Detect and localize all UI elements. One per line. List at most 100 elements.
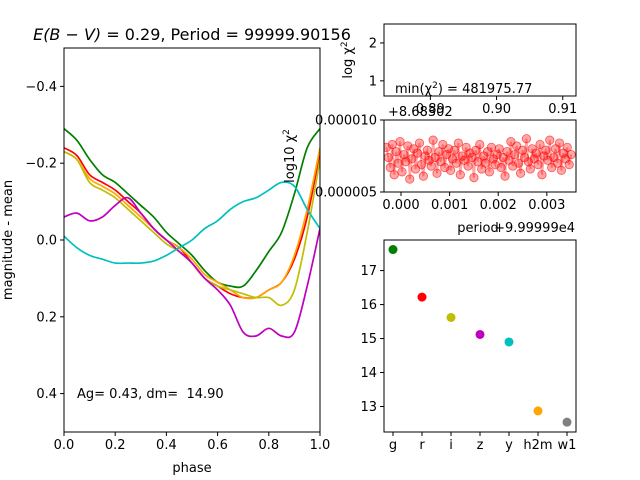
sed-x-tick-label: z (477, 438, 484, 453)
periodogram-point (414, 138, 425, 148)
periodogram-point (475, 139, 485, 150)
chi2-annotation-rest: ) = 481975.77 (438, 82, 533, 97)
periodogram-y-tick-label: 0.000010 (315, 114, 377, 129)
sed-x-tick-label: y (505, 438, 513, 453)
chi2-y-tick-label: 1 (369, 74, 377, 89)
periodogram-x-tick-label: 0.000 (382, 198, 419, 213)
periodogram-point (401, 157, 411, 167)
lightcurve-y-tick-label: 0.4 (36, 387, 57, 402)
periodogram-point (455, 170, 465, 180)
periodogram-point (418, 171, 428, 181)
sed-x-tick-label: g (389, 438, 397, 453)
periodogram-point (440, 162, 450, 173)
chi2-annotation-base: min(χ (395, 82, 433, 97)
lightcurve-x-axis-label: phase (172, 461, 211, 476)
lightcurve-series-line-5 (64, 181, 320, 265)
periodogram-point (484, 167, 495, 177)
periodogram-x-offset-label: +9.99999e4 (494, 221, 575, 236)
chi2-x-tick-label: 0.89 (416, 102, 445, 117)
lightcurve-title-italic: E(B − V) (33, 25, 101, 44)
periodogram-point (426, 161, 436, 171)
periodogram-point (384, 152, 393, 163)
periodogram-point (384, 142, 392, 152)
periodogram-point (515, 168, 526, 178)
lightcurve-title: E(B − V) = 0.29, Period = 99999.90156 (33, 25, 351, 44)
periodogram-point (533, 160, 543, 170)
periodogram-point (554, 138, 565, 148)
periodogram-x-tick-label: 0.002 (480, 198, 517, 213)
sed-point-i (446, 312, 456, 322)
periodogram-point (449, 145, 460, 155)
sed-x-tick-label: w1 (558, 438, 577, 453)
sed-x-tick-label: i (449, 438, 453, 453)
sed-points (388, 245, 572, 427)
sed-ticks: g r i z y h2m w1 13 14 15 16 17 (360, 264, 576, 453)
periodogram-point (469, 173, 479, 183)
lightcurve-y-tick-label: −0.4 (25, 80, 57, 95)
lightcurve-annotation: Ag= 0.43, dm= 14.90 (77, 387, 224, 402)
periodogram-point (566, 149, 576, 160)
periodogram-point (405, 174, 415, 184)
chi2-annotation: min(χ2) = 481975.77 (395, 81, 532, 97)
periodogram-point (407, 154, 417, 164)
periodogram-ticks: 0.000 0.001 0.002 0.003 0.000005 0.000010 (315, 114, 565, 214)
lightcurve-y-tick-label: −0.2 (25, 157, 57, 172)
periodogram-point (473, 157, 483, 167)
periodogram-point (486, 142, 497, 152)
periodogram-point (517, 145, 528, 155)
periodogram-point (399, 149, 409, 160)
periodogram-point (502, 147, 512, 157)
periodogram-point (389, 170, 399, 180)
sed-point-h2m (533, 406, 543, 416)
periodogram-point (385, 162, 395, 173)
periodogram-point (412, 148, 423, 158)
periodogram-x-axis-label: period (457, 221, 498, 236)
periodogram-point (397, 167, 407, 177)
periodogram-y-tick-label: 0.000005 (315, 186, 377, 201)
periodogram-point (416, 160, 427, 170)
chi2-x-tick-label: 0.90 (482, 102, 511, 117)
periodogram-point (432, 168, 442, 178)
lightcurve-x-tick-label: 1.0 (310, 438, 331, 453)
lightcurve-series-line-4 (64, 196, 320, 339)
periodogram-point (422, 145, 432, 155)
periodogram-point (492, 149, 502, 160)
lightcurve-y-axis-label: magnitude - mean (1, 180, 16, 300)
sed-y-tick-label: 13 (360, 400, 377, 415)
periodogram-y-axis-label: log10 χ2 (282, 129, 298, 183)
chi2-y-axis-label-base: log χ (341, 47, 356, 79)
periodogram-point (552, 158, 563, 168)
periodogram-point (510, 149, 520, 160)
sed-point-r (417, 292, 427, 302)
sed-y-tick-label: 16 (360, 298, 377, 313)
periodogram-point (393, 158, 403, 168)
periodogram-y-axis-label-base: log10 χ (283, 134, 298, 182)
sed-point-z (475, 329, 485, 339)
sed-point-y (504, 337, 514, 347)
periodogram-panel: 0.000 0.001 0.002 0.003 0.000005 0.000010 per… (282, 114, 577, 236)
lightcurve-series-line-2 (64, 147, 320, 300)
periodogram-point (444, 144, 454, 154)
periodogram-point (463, 161, 473, 171)
periodogram-point (521, 134, 532, 144)
lightcurve-lines (64, 127, 320, 339)
chi2-panel: 120.89 0.90 0.91 min(χ2) = 481975.77 +8.68… (340, 23, 577, 120)
chi2-y-axis-label-sup: 2 (340, 41, 350, 47)
periodogram-axes-frame (383, 119, 577, 193)
periodogram-point (391, 147, 401, 157)
periodogram-point (525, 164, 535, 174)
sed-point-g (388, 245, 398, 255)
periodogram-x-tick-label: 0.003 (528, 198, 565, 213)
periodogram-point (445, 165, 456, 175)
periodogram-point (490, 160, 500, 170)
periodogram-point (537, 170, 547, 180)
lightcurve-x-tick-label: 0.2 (105, 438, 126, 453)
periodogram-point (496, 162, 506, 173)
periodogram-point (531, 148, 541, 158)
sed-point-w1 (562, 417, 572, 427)
periodogram-point (514, 158, 524, 168)
chi2-x-tick-label: 0.91 (548, 102, 577, 117)
periodogram-point (500, 171, 510, 181)
periodogram-points (384, 134, 576, 184)
periodogram-point (465, 148, 475, 158)
